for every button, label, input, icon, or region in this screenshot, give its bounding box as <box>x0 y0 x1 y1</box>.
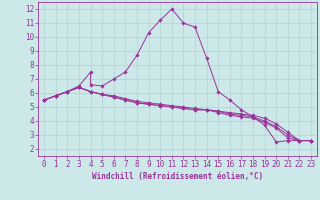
X-axis label: Windchill (Refroidissement éolien,°C): Windchill (Refroidissement éolien,°C) <box>92 172 263 181</box>
